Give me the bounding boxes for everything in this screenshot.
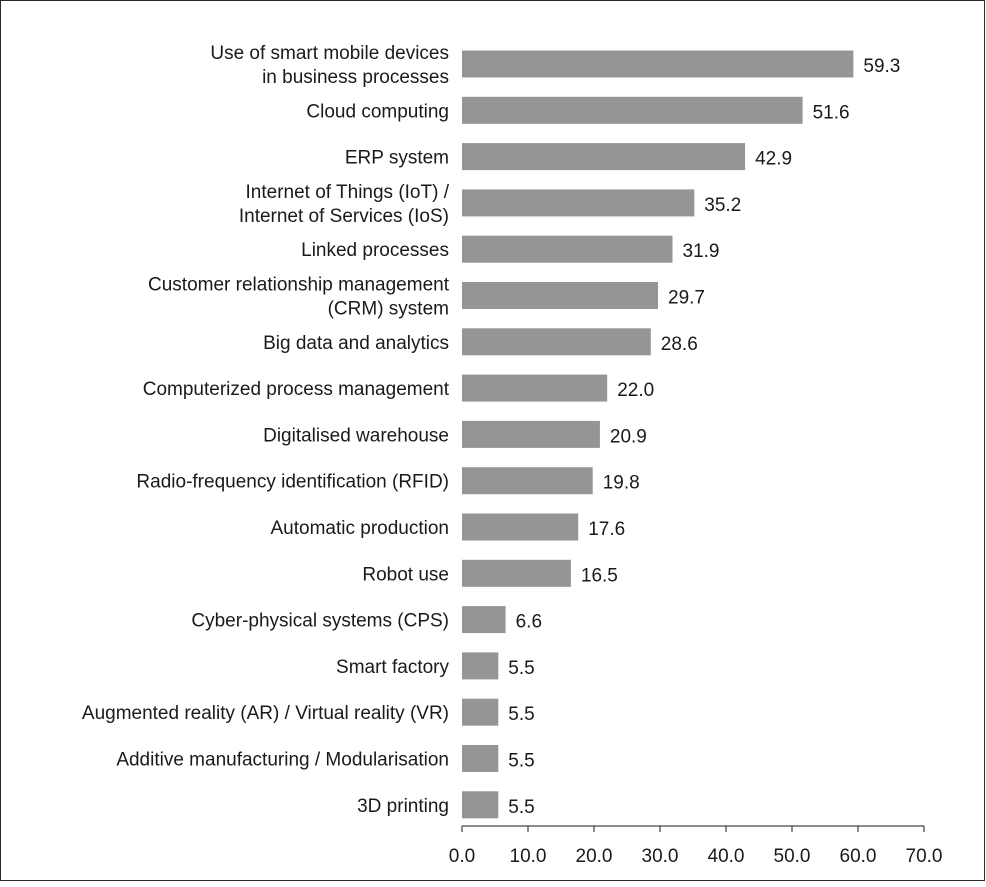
- category-label-line: Smart factory: [336, 657, 449, 678]
- bar: [462, 420, 600, 448]
- bar: [462, 374, 608, 402]
- bar-value-label: 31.9: [683, 241, 720, 262]
- category-label: Augmented reality (AR) / Virtual reality…: [82, 703, 449, 724]
- bar: [462, 328, 651, 356]
- bar-value-label: 42.9: [755, 149, 792, 170]
- category-label-line: Customer relationship management: [148, 275, 450, 296]
- x-tick-label: 20.0: [576, 846, 613, 867]
- category-label: Use of smart mobile devices in business p…: [210, 43, 449, 88]
- category-label: Cloud computing: [306, 101, 449, 122]
- bar-value-label: 59.3: [863, 56, 900, 77]
- category-label-line: Additive manufacturing / Modularisation: [116, 750, 449, 771]
- bar-value-label: 19.8: [603, 473, 640, 494]
- x-tick-label: 0.0: [449, 846, 475, 867]
- bar-value-label: 20.9: [610, 426, 647, 447]
- category-label-line: Cloud computing: [306, 101, 449, 122]
- bar-value-label: 29.7: [668, 288, 705, 309]
- x-axis: 0.0 10.0 20.0 30.0 40.0 50.0 60.0 70.0: [449, 825, 943, 867]
- bar-value-label: 5.5: [508, 797, 534, 818]
- category-label-line: in business processes: [262, 67, 449, 88]
- category-label: Digitalised warehouse: [263, 425, 449, 446]
- category-label-line: 3D printing: [357, 796, 449, 817]
- category-label: Radio-frequency identification (RFID): [136, 472, 449, 493]
- category-label: Cyber-physical systems (CPS): [191, 611, 449, 632]
- category-label-line: (CRM) system: [328, 299, 449, 320]
- category-label-line: ERP system: [345, 148, 449, 169]
- bar: [462, 50, 854, 78]
- bar: [462, 698, 499, 726]
- category-label-line: Augmented reality (AR) / Virtual reality…: [82, 703, 449, 724]
- bar: [462, 652, 499, 680]
- category-label: Robot use: [362, 564, 449, 585]
- category-label-line: Radio-frequency identification (RFID): [136, 472, 449, 493]
- bar: [462, 189, 695, 217]
- bar: [462, 282, 658, 309]
- category-label-line: Robot use: [362, 564, 449, 585]
- category-labels-layer: Use of smart mobile devices in business p…: [82, 43, 450, 817]
- bar-value-label: 28.6: [661, 334, 698, 355]
- bar: [462, 745, 499, 772]
- bar-value-label: 5.5: [508, 704, 534, 725]
- x-tick-label: 40.0: [708, 846, 745, 867]
- bar-value-label: 22.0: [617, 380, 654, 401]
- category-label-line: Digitalised warehouse: [263, 425, 449, 446]
- category-label: 3D printing: [357, 796, 449, 817]
- x-tick-label: 70.0: [906, 846, 943, 867]
- bar: [462, 96, 803, 124]
- category-label-line: Linked processes: [301, 240, 449, 261]
- x-tick-label: 10.0: [510, 846, 547, 867]
- bar-value-label: 35.2: [704, 195, 741, 216]
- category-label-line: Cyber-physical systems (CPS): [191, 611, 449, 632]
- category-label: Smart factory: [336, 657, 449, 678]
- category-label: Automatic production: [271, 518, 450, 539]
- category-label-line: Automatic production: [271, 518, 450, 539]
- bar: [462, 235, 673, 263]
- category-label: Internet of Things (IoT) / Internet of Se…: [239, 182, 450, 227]
- bar-value-label: 16.5: [581, 565, 618, 586]
- bar: [462, 467, 593, 495]
- bar: [462, 513, 579, 541]
- x-tick-label: 60.0: [840, 846, 877, 867]
- bar-value-label: 5.5: [508, 658, 534, 679]
- x-tick-label: 50.0: [774, 846, 811, 867]
- category-label: Big data and analytics: [263, 333, 449, 354]
- bar-value-label: 6.6: [516, 612, 542, 633]
- category-label: Computerized process management: [143, 379, 450, 400]
- category-label: Linked processes: [301, 240, 449, 261]
- bar-value-label: 5.5: [508, 751, 534, 772]
- category-label-line: Computerized process management: [143, 379, 450, 400]
- category-label-line: Use of smart mobile devices: [210, 43, 449, 64]
- category-label: Additive manufacturing / Modularisation: [116, 750, 449, 771]
- category-label: Customer relationship management (CRM) sy…: [148, 275, 450, 320]
- category-label-line: Internet of Things (IoT) /: [246, 182, 450, 203]
- bar: [462, 791, 499, 819]
- x-tick-label: 30.0: [642, 846, 679, 867]
- bar: [462, 606, 506, 634]
- value-labels-layer: 59.3 51.6 42.9 35.2 31.9 29.7 28.6 22.0 20.9 19.8…: [508, 56, 900, 818]
- bars-layer: [462, 50, 854, 819]
- bar-value-label: 51.6: [813, 102, 850, 123]
- category-label-line: Big data and analytics: [263, 333, 449, 354]
- bar-value-label: 17.6: [588, 519, 625, 540]
- category-label: ERP system: [345, 148, 449, 169]
- bar: [462, 143, 746, 171]
- bar: [462, 559, 571, 587]
- category-label-line: Internet of Services (IoS): [239, 206, 449, 227]
